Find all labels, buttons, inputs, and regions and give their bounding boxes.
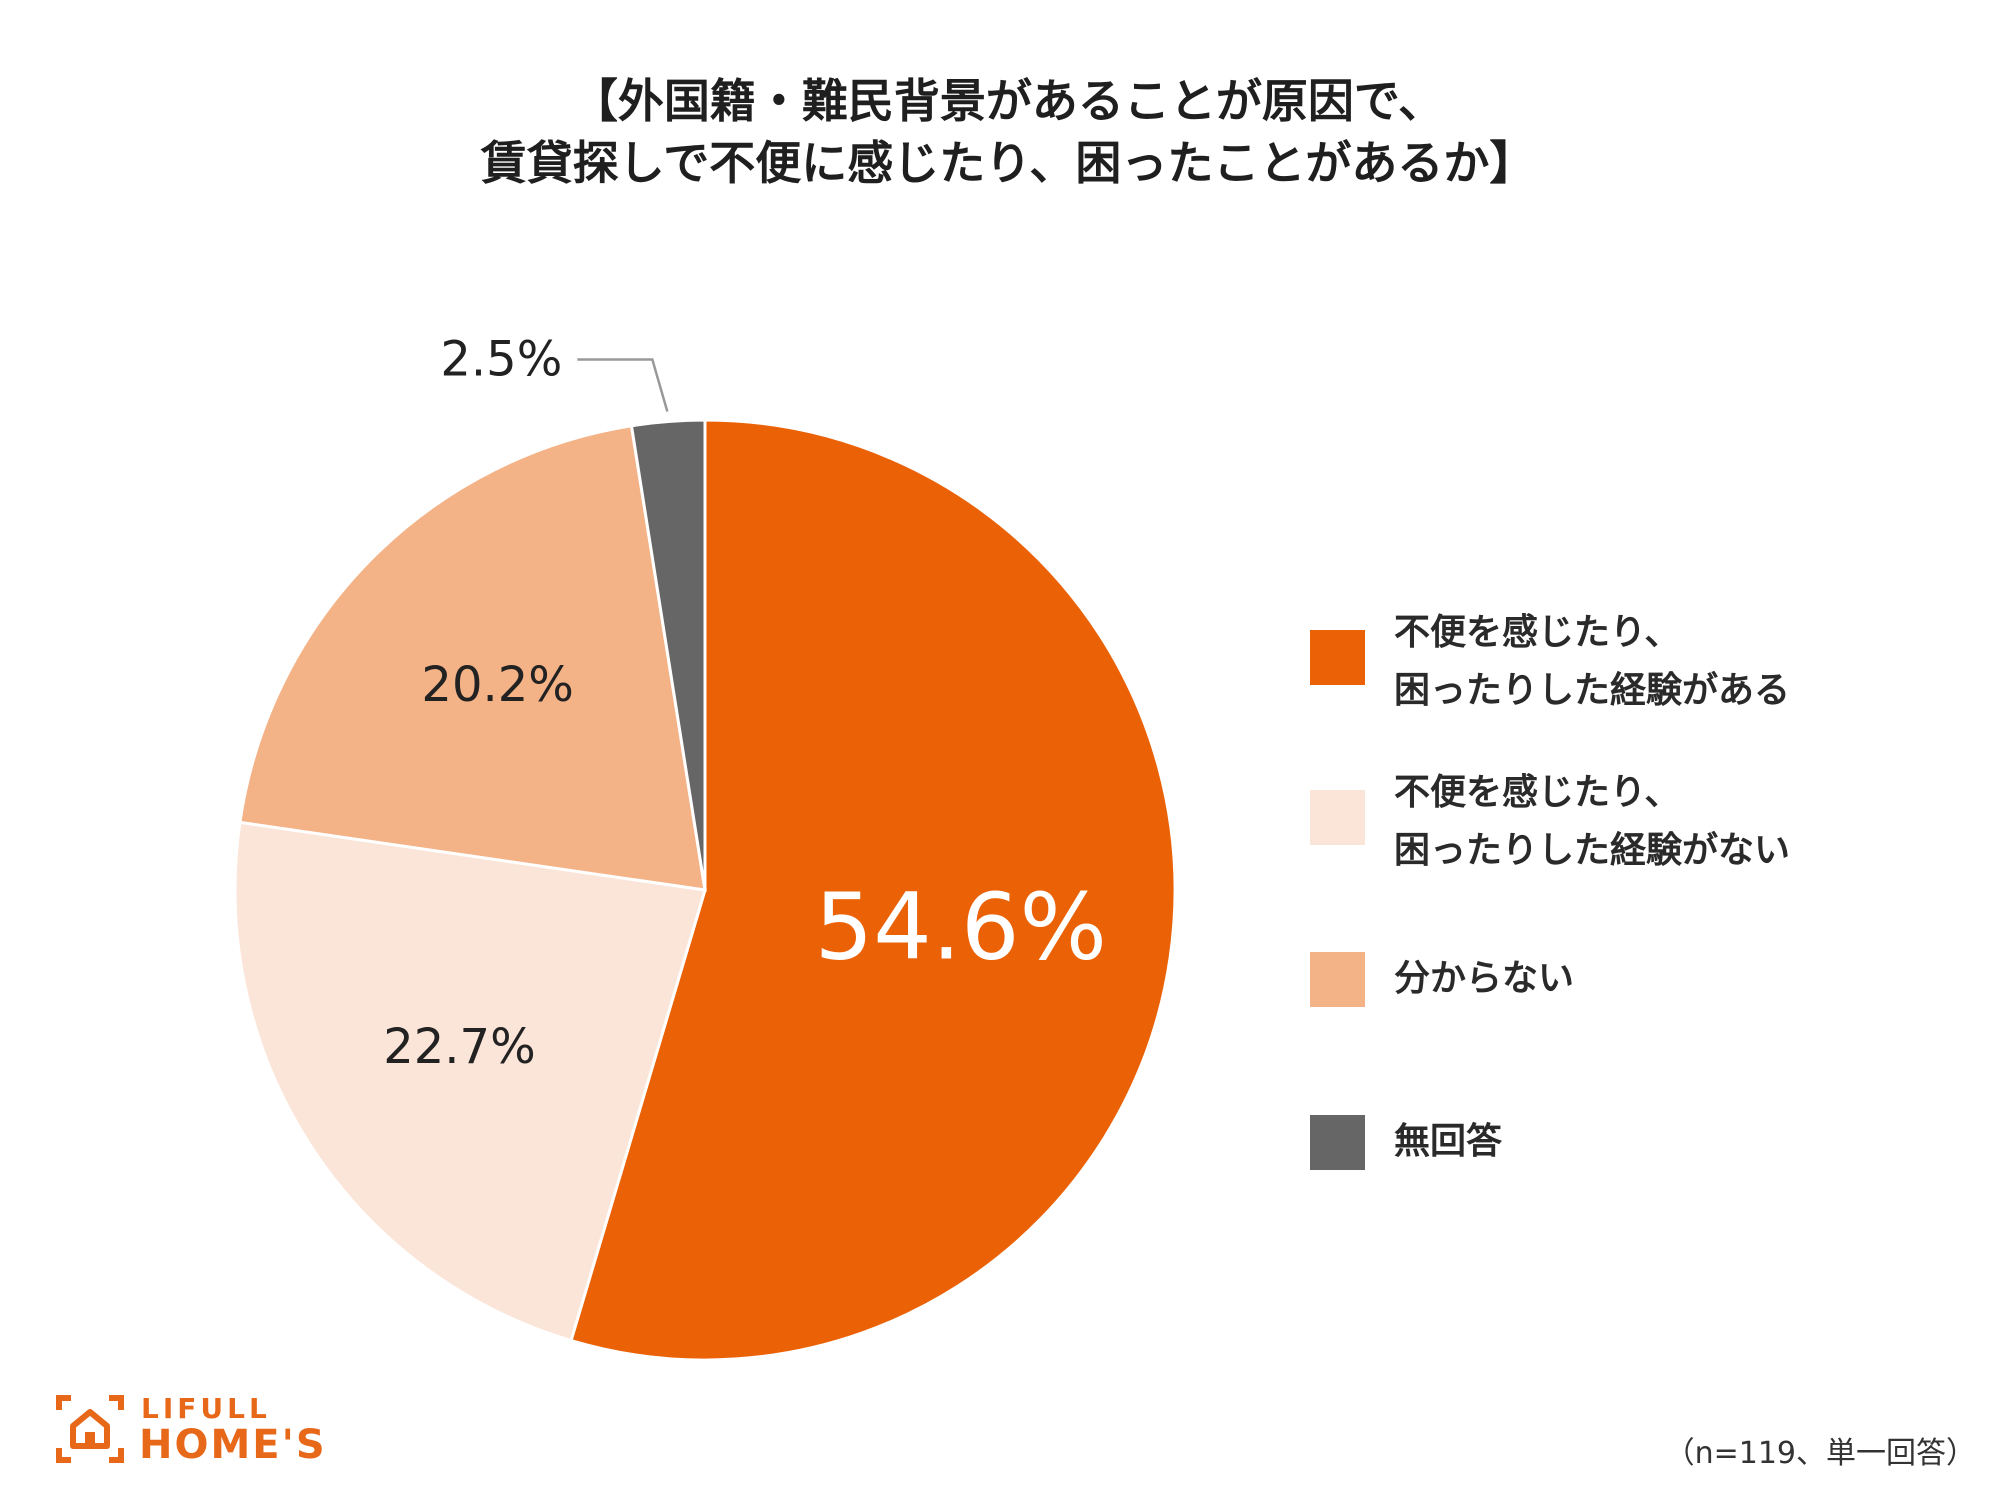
legend-label-not-experienced-line-2: 困ったりした経験がない bbox=[1394, 830, 1791, 871]
pie-slice-experienced bbox=[569, 418, 1177, 1362]
legend-label-not-experienced: 不便を感じたり、 困ったりした経験がない bbox=[1394, 764, 1790, 880]
legend-label-experienced-line-2: 困ったりした経験がある bbox=[1394, 670, 1791, 711]
chart-title-line-2: 賃貸探しで不便に感じたり、困ったことがあるか】 bbox=[480, 136, 1536, 190]
legend-label-experienced: 不便を感じたり、 困ったりした経験がある bbox=[1394, 604, 1790, 720]
pie-label-experienced: 54.6% bbox=[815, 874, 1107, 981]
legend-label-no-answer: 無回答 bbox=[1394, 1121, 1503, 1162]
logo-text-homes: HOME'S bbox=[139, 1422, 327, 1468]
pie-label-unknown: 20.2% bbox=[421, 657, 573, 713]
legend-label-unknown: 分からない bbox=[1394, 958, 1575, 999]
pie-label-no-answer: 2.5% bbox=[440, 331, 562, 387]
legend-swatch-experienced bbox=[1310, 630, 1365, 685]
house-logo-icon bbox=[56, 1395, 124, 1463]
pie-slice-not-experienced bbox=[233, 820, 707, 1343]
legend-label-not-experienced-line-1: 不便を感じたり、 bbox=[1394, 772, 1681, 813]
logo-text-lifull: LIFULL bbox=[141, 1392, 271, 1425]
chart-title: 【外国籍・難民背景があることが原因で、 賃貸探しで不便に感じたり、困ったことがあ… bbox=[0, 70, 2016, 194]
legend-swatch-unknown bbox=[1310, 952, 1365, 1007]
lifull-homes-logo: LIFULL HOME'S bbox=[55, 1392, 355, 1472]
sample-footnote: （n=119、単一回答） bbox=[1664, 1436, 1976, 1471]
pie-leader-line-no-answer bbox=[577, 358, 669, 412]
legend-swatch-no-answer bbox=[1310, 1115, 1365, 1170]
chart-title-line-1: 【外国籍・難民背景があることが原因で、 bbox=[571, 74, 1445, 128]
legend-label-experienced-line-1: 不便を感じたり、 bbox=[1394, 612, 1681, 653]
pie-slice-unknown bbox=[238, 424, 707, 892]
pie-slice-no-answer bbox=[629, 418, 707, 891]
legend-swatch-not-experienced bbox=[1310, 790, 1365, 845]
pie-label-not-experienced: 22.7% bbox=[383, 1019, 535, 1075]
